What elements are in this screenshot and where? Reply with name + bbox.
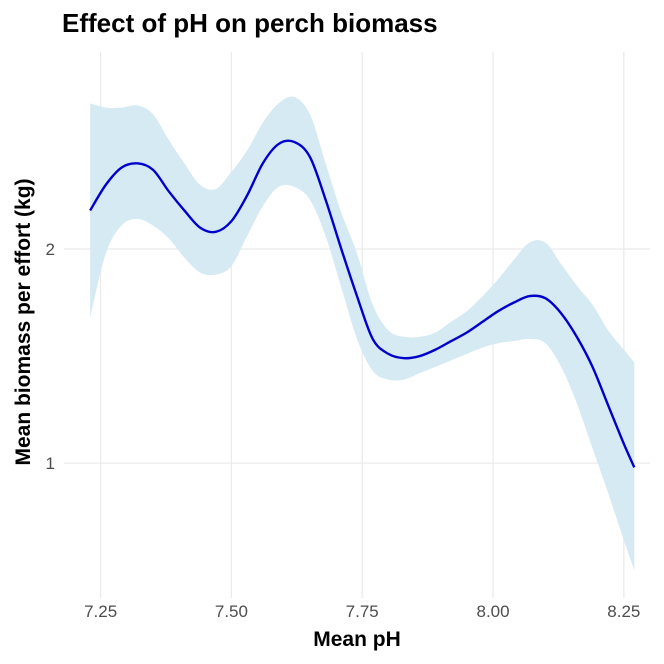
x-tick-label: 7.50: [215, 602, 248, 621]
x-tick-label: 7.25: [84, 602, 117, 621]
confidence-ribbon-layer: [90, 96, 635, 571]
y-tick-label: 2: [46, 240, 55, 259]
x-axis-title: Mean pH: [313, 628, 401, 651]
y-axis-title: Mean biomass per effort (kg): [12, 178, 35, 465]
y-tick-label: 1: [46, 454, 55, 473]
x-tick-label: 7.75: [346, 602, 379, 621]
confidence-ribbon: [90, 96, 635, 571]
y-axis-ticks: 12: [46, 240, 55, 473]
x-axis-ticks: 7.25 7.50 7.75 8.00 8.25: [84, 602, 640, 621]
trend-line: [89, 139, 636, 468]
x-tick-label: 8.25: [607, 602, 640, 621]
x-tick-label: 8.00: [476, 602, 509, 621]
trend-line-layer: [89, 139, 636, 468]
chart-title: Effect of pH on perch biomass: [62, 8, 438, 38]
